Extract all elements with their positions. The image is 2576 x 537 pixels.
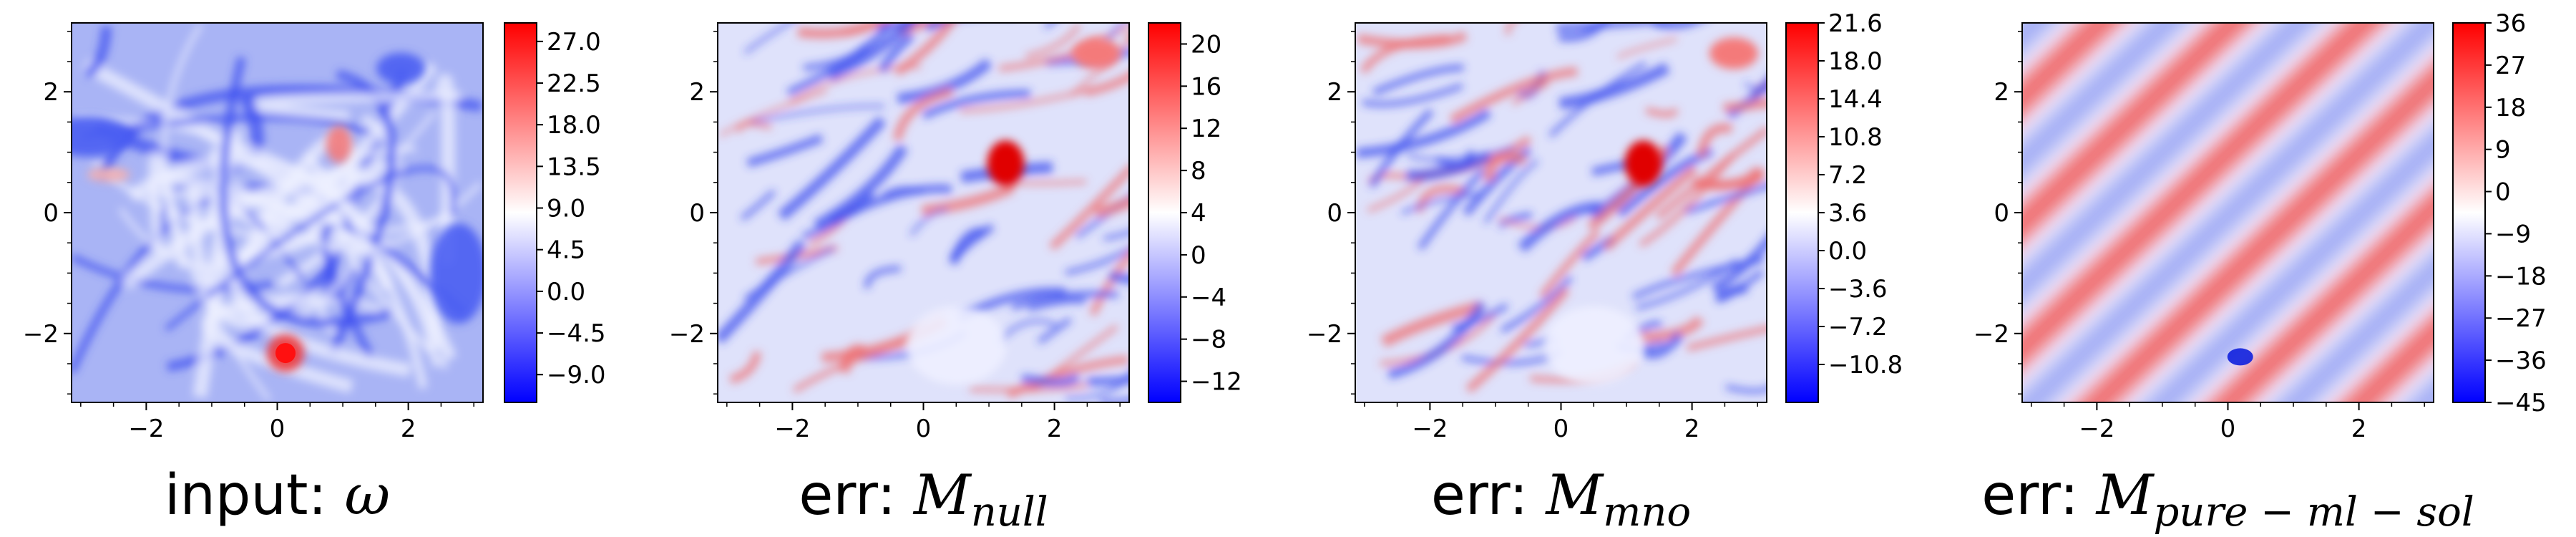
x-tick-label: −2 — [128, 415, 164, 443]
x-tick-label: −2 — [1412, 415, 1448, 443]
colorbar-tick-label: 0 — [2495, 178, 2511, 207]
colorbar-tick-label: 27 — [2495, 52, 2526, 80]
colorbar-tick-label: 3.6 — [1828, 199, 1867, 228]
colorbar-tick-label: −12 — [1191, 368, 1242, 397]
x-tick-label: −2 — [774, 415, 810, 443]
y-tick-label: 2 — [689, 78, 705, 107]
colorbar-tick-label: 18.0 — [1828, 47, 1883, 76]
colorbar-tick-label: 18.0 — [547, 111, 601, 140]
y-tick-label: −2 — [1974, 320, 2009, 349]
heatmap-field — [1355, 23, 1767, 402]
x-tick-label: 0 — [1553, 415, 1569, 443]
colorbar-tick-label: 20 — [1191, 30, 1221, 59]
title-symbol: ω — [345, 463, 391, 528]
colorbar-tick-label: −4 — [1191, 284, 1226, 312]
x-tick-label: 2 — [1047, 415, 1063, 443]
title-symbol: M — [912, 463, 972, 528]
title-subscript: mno — [1603, 489, 1691, 536]
heatmap-panel-4: −2 0 2 2 0 −2 36 27 18 9 0 −9 −18 −27 −36 −45 err: Mpure… — [1974, 9, 2547, 536]
title-prefix: input: — [165, 463, 345, 528]
panel-title: err: Mnull — [799, 463, 1048, 536]
heatmap-field — [72, 23, 483, 402]
y-tick-label: −2 — [1307, 320, 1342, 349]
title-symbol: M — [2095, 463, 2155, 528]
colorbar-tick-label: 16 — [1191, 72, 1221, 101]
colorbar-tick-label: −8 — [1191, 326, 1226, 354]
x-tick-label: 2 — [1684, 415, 1700, 443]
y-tick-label: −2 — [669, 320, 705, 349]
title-symbol: M — [1544, 463, 1604, 528]
colorbar: 27.0 22.5 18.0 13.5 9.0 4.5 0.0 −4.5 −9.0 — [504, 22, 606, 403]
colorbar-tick-label: −45 — [2495, 389, 2547, 417]
colorbar-tick-label: 4.5 — [547, 236, 585, 265]
colorbar-tick-label: 9.0 — [547, 195, 585, 223]
colorbar-tick-label: −7.2 — [1828, 313, 1888, 342]
colorbar-tick-label: −9.0 — [547, 361, 606, 390]
heatmap-field — [2022, 23, 2434, 402]
x-tick-label: 0 — [2220, 415, 2236, 443]
colorbar-tick-label: 4 — [1191, 199, 1206, 228]
colorbar-gradient — [1148, 22, 1181, 403]
heatmap-field — [718, 23, 1129, 402]
colorbar-tick-label: 21.6 — [1828, 9, 1883, 38]
colorbar: 20 16 12 8 4 0 −4 −8 −12 — [1148, 22, 1242, 403]
y-tick-label: 0 — [43, 199, 59, 228]
colorbar-tick-label: 9 — [2495, 136, 2511, 165]
y-tick-label: 2 — [43, 78, 59, 107]
colorbar-tick-label: 12 — [1191, 115, 1221, 143]
x-tick-label: 2 — [401, 415, 416, 443]
heatmap-panel-1: −2 0 2 2 0 −2 27.0 22.5 18.0 13.5 9.0 4.5 0.0 −4.5 −9.… — [23, 22, 606, 528]
colorbar-tick-label: 0 — [1191, 241, 1206, 270]
colorbar-tick-label: 13.5 — [547, 153, 601, 181]
y-tick-label: −2 — [23, 320, 59, 349]
x-tick-label: 2 — [2351, 415, 2367, 443]
y-tick-label: 2 — [1327, 78, 1342, 107]
colorbar-tick-label: 0.0 — [547, 278, 585, 306]
x-tick-label: 0 — [270, 415, 286, 443]
colorbar-tick-label: 22.5 — [547, 69, 601, 98]
y-tick-label: 0 — [689, 199, 705, 228]
colorbar-tick-label: 36 — [2495, 9, 2526, 38]
colorbar-gradient — [2452, 22, 2486, 403]
colorbar-gradient — [504, 22, 537, 403]
x-tick-label: −2 — [2079, 415, 2114, 443]
x-tick-label: 0 — [916, 415, 932, 443]
y-tick-label: 0 — [1327, 199, 1342, 228]
panel-title: err: Mmno — [1431, 463, 1691, 536]
colorbar-tick-label: 14.4 — [1828, 85, 1883, 114]
colorbar-tick-label: 27.0 — [547, 28, 601, 57]
colorbar-tick-label: −4.5 — [547, 319, 606, 348]
colorbar: 21.6 18.0 14.4 10.8 7.2 3.6 0.0 −3.6 −7.2 −10.8 — [1785, 9, 1903, 403]
title-subscript: null — [971, 489, 1048, 536]
colorbar: 36 27 18 9 0 −9 −18 −27 −36 −45 — [2452, 9, 2547, 417]
colorbar-tick-label: 8 — [1191, 157, 1206, 185]
colorbar-tick-label: 0.0 — [1828, 237, 1867, 266]
title-prefix: err: — [799, 463, 913, 528]
panel-title: err: Mpure − ml − sol — [1981, 463, 2474, 536]
colorbar-tick-label: 7.2 — [1828, 161, 1867, 190]
colorbar-tick-label: −9 — [2495, 220, 2531, 248]
colorbar-tick-label: −18 — [2495, 262, 2547, 291]
colorbar-tick-label: −36 — [2495, 347, 2547, 375]
title-subscript: pure − ml − sol — [2154, 489, 2474, 536]
colorbar-tick-label: −10.8 — [1828, 351, 1903, 379]
y-tick-label: 2 — [1994, 78, 2009, 107]
colorbar-tick-label: 18 — [2495, 94, 2526, 122]
colorbar-tick-label: −27 — [2495, 304, 2547, 333]
heatmap-panel-3: −2 0 2 2 0 −2 21.6 18.0 14.4 10.8 7.2 3.6 0.0 −3.6 −7.… — [1307, 9, 1903, 536]
colorbar-tick-label: 10.8 — [1828, 123, 1883, 152]
title-prefix: err: — [1431, 463, 1546, 528]
title-prefix: err: — [1981, 463, 2096, 528]
panel-title: input: ω — [165, 463, 390, 528]
colorbar-gradient — [1785, 22, 1819, 403]
colorbar-tick-label: −3.6 — [1828, 275, 1888, 304]
y-tick-label: 0 — [1994, 199, 2009, 228]
